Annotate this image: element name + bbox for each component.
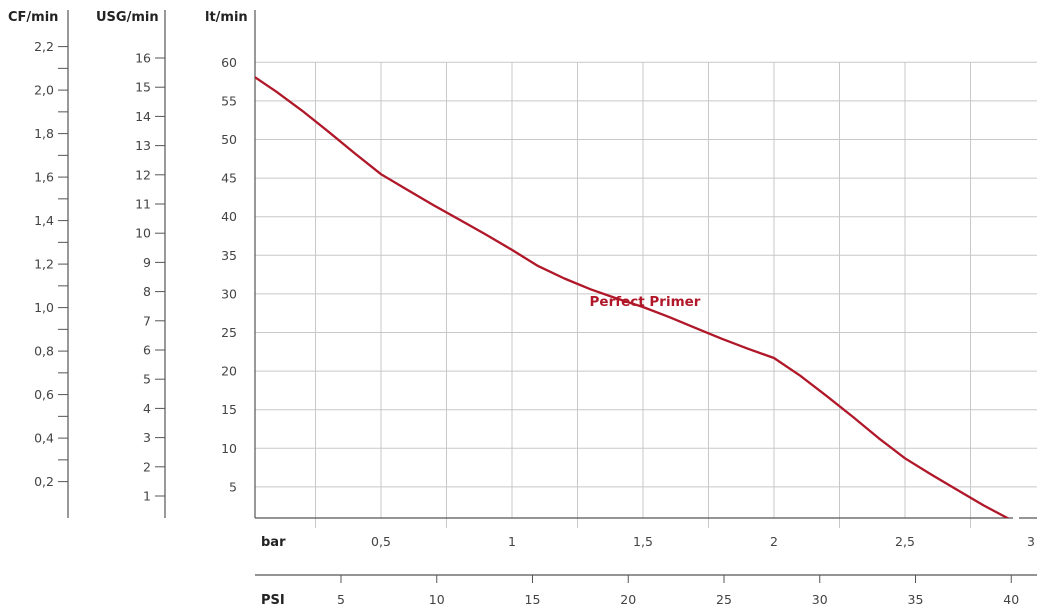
bar-tick-label: 2,5 [895, 534, 915, 549]
psi-tick-label: 30 [812, 592, 828, 607]
lt-tick-label: 30 [221, 286, 237, 301]
usg-tick-label: 6 [143, 343, 151, 358]
bar-axis-title: bar [261, 535, 286, 550]
series-line-perfect-primer [255, 75, 1010, 518]
usg-tick-label: 11 [135, 197, 151, 212]
psi-tick-label: 20 [620, 592, 636, 607]
bar-tick-label: 1,5 [633, 534, 653, 549]
psi-tick-label: 5 [337, 592, 345, 607]
cf-tick-label: 0,2 [34, 474, 54, 489]
lt-tick-label: 45 [221, 171, 237, 186]
usg-tick-label: 8 [143, 284, 151, 299]
cf-axis-title: CF/min [8, 10, 58, 25]
axis-titles: CF/min USG/min lt/min bar PSI [8, 10, 286, 607]
cf-tick-label: 1,2 [34, 257, 54, 272]
usg-tick-label: 7 [143, 313, 151, 328]
usg-tick-label: 9 [143, 255, 151, 270]
psi-tick-label: 15 [525, 592, 541, 607]
cf-tick-label: 2,0 [34, 83, 54, 98]
lt-tick-label: 15 [221, 402, 237, 417]
lt-tick-label: 40 [221, 209, 237, 224]
lt-tick-label: 10 [221, 441, 237, 456]
lt-tick-label: 60 [221, 55, 237, 70]
usg-tick-label: 14 [135, 109, 151, 124]
cf-tick-label: 0,8 [34, 344, 54, 359]
cf-tick-label: 1,4 [34, 213, 54, 228]
usg-axis-title: USG/min [96, 10, 159, 25]
usg-tick-label: 13 [135, 138, 151, 153]
lt-tick-label: 50 [221, 132, 237, 147]
lt-tick-label: 5 [229, 479, 237, 494]
lt-tick-label: 25 [221, 325, 237, 340]
cf-tick-label: 1,6 [34, 170, 54, 185]
psi-tick-label: 40 [1003, 592, 1019, 607]
cf-tick-label: 0,4 [34, 431, 54, 446]
psi-tick-label: 25 [716, 592, 732, 607]
psi-axis-title: PSI [261, 593, 285, 607]
bar-tick-label: 2 [770, 534, 778, 549]
usg-tick-label: 15 [135, 80, 151, 95]
usg-tick-label: 16 [135, 51, 151, 66]
usg-tick-label: 3 [143, 430, 151, 445]
cf-tick-label: 0,6 [34, 387, 54, 402]
plot-grid [255, 61, 1037, 528]
bar-tick-label: 1 [508, 534, 516, 549]
usg-tick-label: 12 [135, 167, 151, 182]
usg-tick-label: 2 [143, 459, 151, 474]
usg-tick-label: 4 [143, 401, 151, 416]
bar-tick-label: 0,5 [371, 534, 391, 549]
lt-tick-label: 35 [221, 248, 237, 263]
cf-tick-label: 2,2 [34, 39, 54, 54]
usg-tick-label: 1 [143, 489, 151, 504]
cf-tick-label: 1,8 [34, 126, 54, 141]
series-layer: Perfect Primer [255, 75, 1010, 518]
bar-tick-label: 3 [1027, 534, 1035, 549]
lt-axis-title: lt/min [205, 10, 248, 25]
cf-tick-label: 1,0 [34, 300, 54, 315]
series-label: Perfect Primer [590, 294, 701, 310]
lt-tick-label: 55 [221, 93, 237, 108]
usg-tick-label: 5 [143, 372, 151, 387]
lt-tick-label: 20 [221, 364, 237, 379]
psi-tick-label: 35 [908, 592, 924, 607]
psi-tick-label: 10 [429, 592, 445, 607]
usg-tick-label: 10 [135, 226, 151, 241]
